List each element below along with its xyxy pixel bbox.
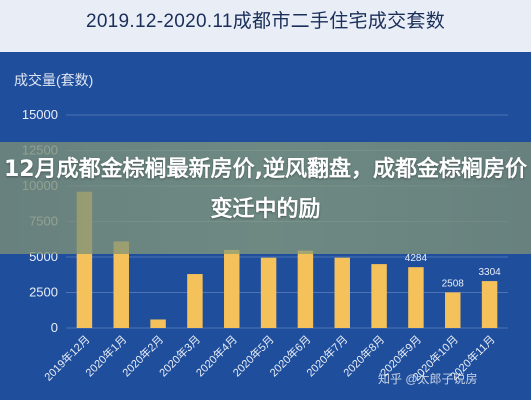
bar (113, 241, 129, 328)
bar (150, 319, 166, 328)
title-bar (0, 0, 531, 52)
y-tick-label: 15000 (22, 107, 58, 122)
bar (371, 264, 387, 328)
bar (187, 274, 203, 328)
x-tick-label: 2019年12月 (41, 332, 92, 383)
bar (334, 257, 350, 328)
y-axis-label: 成交量(套数) (14, 72, 94, 88)
bar (481, 281, 498, 328)
watermark: 知乎 @太郎子说房 (378, 372, 478, 386)
headline-overlay (0, 142, 531, 254)
bar (260, 257, 277, 328)
bar (224, 249, 240, 328)
bar (445, 292, 461, 328)
bar (408, 267, 424, 328)
chart-title: 2019.12-2020.11成都市二手住宅成交套数 (85, 11, 446, 32)
data-label: 3304 (478, 267, 501, 278)
y-tick-label: 0 (51, 320, 58, 335)
data-label: 2508 (442, 278, 465, 289)
headline-text: 12月成都金棕榈最新房价,逆风翻盘，成都金棕榈房价变迁中的励 (4, 157, 527, 222)
data-label: 4284 (405, 253, 428, 264)
y-tick-label: 2500 (29, 285, 58, 300)
bar (297, 250, 314, 328)
